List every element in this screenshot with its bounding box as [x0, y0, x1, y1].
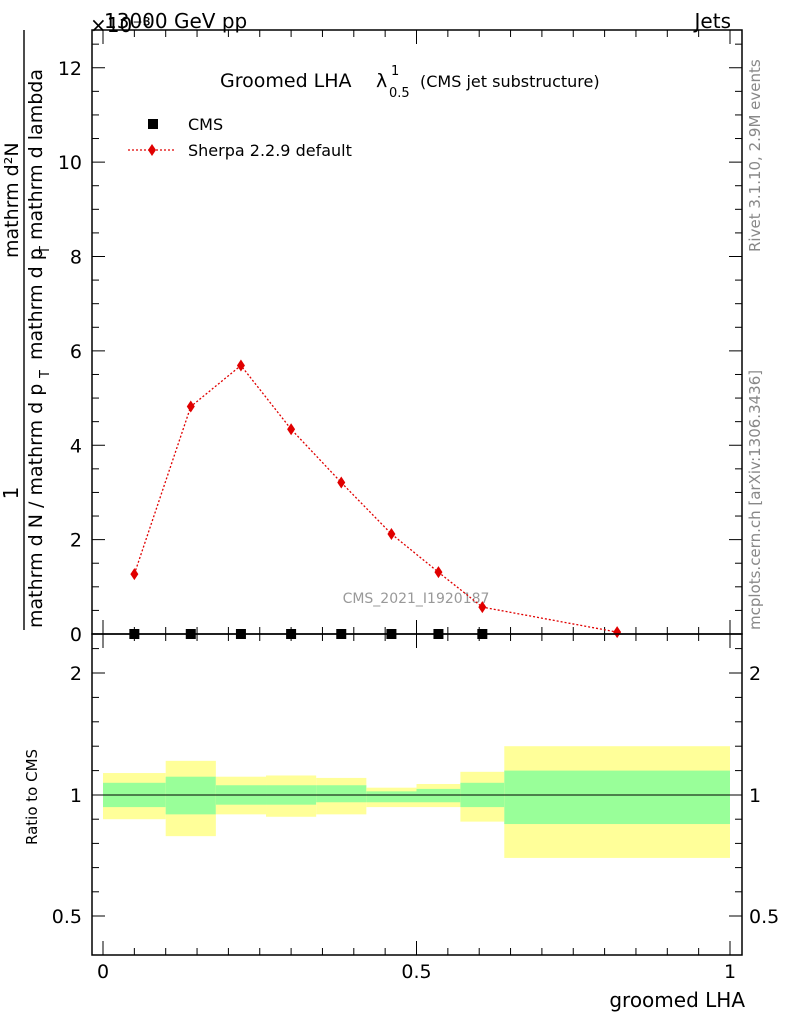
ratio-y-tick-label-right: 1: [749, 785, 761, 807]
title-sub: 0.5: [389, 86, 410, 101]
ratio-band-green: [165, 776, 216, 815]
title-sup: 1: [391, 64, 399, 79]
svg-text:Groomed LHA: Groomed LHA: [220, 70, 352, 92]
title-lambda: λ: [376, 70, 387, 92]
ratio-band-green: [366, 791, 417, 803]
main-y-axis-label: 1 mathrm d N / mathrm d p T mathrm d²N m…: [0, 30, 53, 630]
ratio-band-green: [316, 785, 367, 803]
legend-sherpa-marker: [148, 144, 156, 156]
sherpa-series-line: [133, 364, 618, 633]
sherpa-point: [236, 359, 245, 372]
main-y-tick-label: 10: [58, 152, 82, 174]
energy-label: 13000 GeV pp: [104, 9, 247, 33]
ratio-y-tick-label-right: 0.5: [749, 906, 779, 928]
legend-cms-marker: [148, 119, 158, 129]
legend: CMS Sherpa 2.2.9 default: [128, 115, 352, 160]
ratio-x-tick-label: 0.5: [401, 961, 431, 983]
main-y-tick-label: 8: [70, 247, 82, 269]
legend-cms-label: CMS: [188, 115, 223, 134]
ratio-y-tick-label: 2: [70, 663, 82, 685]
x-axis-label: groomed LHA: [609, 988, 745, 1012]
ylabel-sub-t1: T: [38, 370, 53, 379]
ylabel-denominator-1: mathrm d p: [25, 248, 47, 360]
ratio-bands: [103, 746, 730, 858]
main-x-ticks: [102, 30, 731, 634]
plot-title: Groomed LHA λ 1 0.5 (CMS jet substructur…: [220, 64, 600, 101]
main-y-tick-label: 12: [58, 58, 82, 80]
ylabel-prefix-numerator: 1: [0, 487, 23, 500]
ratio-x-ticks: 0 0.5 1: [97, 634, 736, 983]
title-suffix: (CMS jet substructure): [420, 72, 600, 91]
sherpa-point: [478, 601, 487, 614]
main-y-tick-label: 2: [70, 530, 82, 552]
main-y-tick-label: 6: [70, 341, 82, 363]
ylabel-numerator: mathrm d²N: [1, 142, 23, 258]
sherpa-point: [387, 527, 396, 540]
ratio-y-axis-label: Ratio to CMS: [23, 749, 41, 845]
sherpa-point: [130, 568, 139, 581]
mcplots-label: mcplots.cern.ch [arXiv:1306.3436]: [746, 370, 764, 630]
ratio-y-tick-label: 1: [70, 785, 82, 807]
main-y-tick-label: 0: [70, 624, 82, 646]
ylabel-denominator-2: mathrm d lambda: [25, 69, 47, 240]
ratio-band-green: [416, 788, 461, 803]
main-y-ticks: 0 2 4 6 8 10 12: [58, 43, 742, 646]
sherpa-point: [337, 476, 346, 489]
main-panel: 0 2 4 6 8 10 12 CMS_2021_I1920187: [58, 29, 743, 646]
ratio-x-tick-label: 0: [97, 961, 109, 983]
watermark: CMS_2021_I1920187: [343, 591, 490, 607]
ratio-band-green: [504, 770, 730, 825]
category-label: Jets: [693, 9, 731, 33]
ratio-y-ticks: 0.5 0.5 1 1 2 2: [52, 648, 779, 928]
ylabel-prefix-denominator: mathrm d N / mathrm d p: [25, 384, 47, 628]
ratio-panel: 0.5 0.51 12 2 0 0.5 1: [52, 633, 779, 983]
rivet-label: Rivet 3.1.10, 2.9M events: [746, 59, 764, 252]
sherpa-point: [287, 423, 296, 436]
ratio-y-tick-label-right: 2: [749, 663, 761, 685]
sherpa-point: [613, 626, 622, 639]
title-main: Groomed LHA: [220, 70, 352, 92]
ylabel-sub-t2: T: [38, 246, 53, 255]
legend-sherpa-label: Sherpa 2.2.9 default: [188, 141, 352, 160]
scale-factor: ×10⁻³: [90, 13, 151, 37]
sherpa-point: [434, 566, 443, 579]
ratio-y-tick-label: 0.5: [52, 906, 82, 928]
main-y-tick-label: 4: [70, 435, 82, 457]
sherpa-point: [186, 400, 195, 413]
ratio-x-tick-label: 1: [724, 961, 736, 983]
